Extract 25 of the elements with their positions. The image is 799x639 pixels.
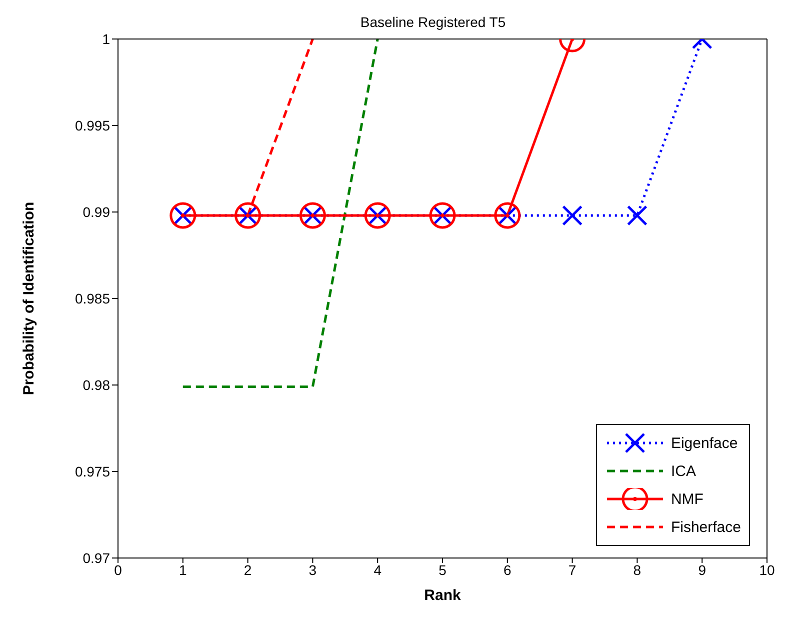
y-tick-label: 0.985 <box>74 290 110 306</box>
y-tick-label: 0.98 <box>82 376 110 393</box>
x-tick-label: 8 <box>633 562 642 578</box>
y-tick-label: 0.975 <box>74 463 110 480</box>
x-tick-label: 3 <box>308 562 317 578</box>
x-tick-label: 1 <box>179 562 187 578</box>
x-tick-label: 0 <box>114 562 122 578</box>
x-axis-title: Rank <box>424 587 462 604</box>
chart-title: Baseline Registered T5 <box>359 14 507 30</box>
legend-label: Eigenface <box>670 434 738 452</box>
legend-label: ICA <box>670 462 696 480</box>
y-tick-label: 0.995 <box>74 117 110 134</box>
x-tick-label: 2 <box>244 562 252 578</box>
x-tick-label: 4 <box>374 562 382 578</box>
x-tick-label: 7 <box>568 562 576 578</box>
x-tick-label: 6 <box>504 562 512 578</box>
y-tick-label: 1 <box>102 30 110 47</box>
x-tick-label: 10 <box>759 562 775 578</box>
legend-label: NMF <box>670 490 704 508</box>
y-tick-label: 0.99 <box>82 204 110 220</box>
x-tick-label: 5 <box>438 562 447 578</box>
legend-label: Fisherface <box>670 518 741 536</box>
y-tick-label: 0.97 <box>82 550 110 566</box>
x-tick-label: 9 <box>698 562 706 578</box>
y-axis-title: Probability of Identification <box>20 202 38 396</box>
